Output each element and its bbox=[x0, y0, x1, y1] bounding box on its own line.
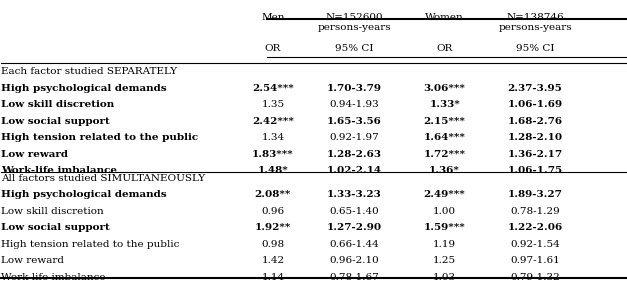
Text: N=138746
persons-years: N=138746 persons-years bbox=[498, 13, 572, 32]
Text: 1.03: 1.03 bbox=[433, 273, 456, 282]
Text: 1.19: 1.19 bbox=[433, 240, 456, 249]
Text: 0.98: 0.98 bbox=[261, 240, 285, 249]
Text: 1.28-2.10: 1.28-2.10 bbox=[507, 133, 562, 142]
Text: 1.14: 1.14 bbox=[261, 273, 285, 282]
Text: 2.42***: 2.42*** bbox=[252, 117, 294, 126]
Text: 1.89-3.27: 1.89-3.27 bbox=[508, 190, 562, 199]
Text: 0.97-1.61: 0.97-1.61 bbox=[510, 256, 560, 265]
Text: Men: Men bbox=[261, 13, 285, 22]
Text: 1.70-3.79: 1.70-3.79 bbox=[327, 84, 382, 93]
Text: Work-life imbalance: Work-life imbalance bbox=[1, 166, 117, 175]
Text: 1.48*: 1.48* bbox=[258, 166, 288, 175]
Text: 0.92-1.54: 0.92-1.54 bbox=[510, 240, 560, 249]
Text: 1.22-2.06: 1.22-2.06 bbox=[507, 223, 562, 232]
Text: 0.92-1.97: 0.92-1.97 bbox=[329, 133, 379, 142]
Text: 1.65-3.56: 1.65-3.56 bbox=[327, 117, 381, 126]
Text: 2.49***: 2.49*** bbox=[424, 190, 465, 199]
Text: High tension related to the public: High tension related to the public bbox=[1, 133, 199, 142]
Text: 0.79-1.32: 0.79-1.32 bbox=[510, 273, 560, 282]
Text: 1.59***: 1.59*** bbox=[424, 223, 465, 232]
Text: 1.25: 1.25 bbox=[433, 256, 456, 265]
Text: High psychological demands: High psychological demands bbox=[1, 190, 167, 199]
Text: Work-life imbalance: Work-life imbalance bbox=[1, 273, 106, 282]
Text: Each factor studied SEPARATELY: Each factor studied SEPARATELY bbox=[1, 67, 177, 76]
Text: 95% CI: 95% CI bbox=[335, 44, 373, 53]
Text: Low reward: Low reward bbox=[1, 150, 68, 159]
Text: OR: OR bbox=[436, 44, 453, 53]
Text: 2.37-3.95: 2.37-3.95 bbox=[508, 84, 562, 93]
Text: OR: OR bbox=[265, 44, 281, 53]
Text: 0.94-1.93: 0.94-1.93 bbox=[329, 100, 379, 109]
Text: 1.68-2.76: 1.68-2.76 bbox=[507, 117, 562, 126]
Text: 2.54***: 2.54*** bbox=[252, 84, 294, 93]
Text: 1.27-2.90: 1.27-2.90 bbox=[327, 223, 382, 232]
Text: 3.06***: 3.06*** bbox=[424, 84, 465, 93]
Text: N=152600
persons-years: N=152600 persons-years bbox=[317, 13, 391, 32]
Text: 1.28-2.63: 1.28-2.63 bbox=[327, 150, 382, 159]
Text: 1.36*: 1.36* bbox=[429, 166, 460, 175]
Text: 1.06-1.69: 1.06-1.69 bbox=[507, 100, 562, 109]
Text: Low social support: Low social support bbox=[1, 117, 110, 126]
Text: 0.78-1.67: 0.78-1.67 bbox=[329, 273, 379, 282]
Text: High psychological demands: High psychological demands bbox=[1, 84, 167, 93]
Text: 0.96-2.10: 0.96-2.10 bbox=[329, 256, 379, 265]
Text: Low social support: Low social support bbox=[1, 223, 110, 232]
Text: 0.66-1.44: 0.66-1.44 bbox=[329, 240, 379, 249]
Text: 1.83***: 1.83*** bbox=[252, 150, 294, 159]
Text: Low skill discretion: Low skill discretion bbox=[1, 207, 104, 216]
Text: High tension related to the public: High tension related to the public bbox=[1, 240, 180, 249]
Text: 0.96: 0.96 bbox=[261, 207, 285, 216]
Text: 1.92**: 1.92** bbox=[255, 223, 291, 232]
Text: 1.06-1.75: 1.06-1.75 bbox=[507, 166, 562, 175]
Text: 1.00: 1.00 bbox=[433, 207, 456, 216]
Text: 0.78-1.29: 0.78-1.29 bbox=[510, 207, 560, 216]
Text: 1.02-2.14: 1.02-2.14 bbox=[327, 166, 382, 175]
Text: 95% CI: 95% CI bbox=[516, 44, 554, 53]
Text: 0.65-1.40: 0.65-1.40 bbox=[329, 207, 379, 216]
Text: 1.64***: 1.64*** bbox=[424, 133, 465, 142]
Text: 1.34: 1.34 bbox=[261, 133, 285, 142]
Text: 1.33-3.23: 1.33-3.23 bbox=[327, 190, 381, 199]
Text: 1.72***: 1.72*** bbox=[424, 150, 466, 159]
Text: 2.15***: 2.15*** bbox=[424, 117, 465, 126]
Text: Low reward: Low reward bbox=[1, 256, 65, 265]
Text: 1.42: 1.42 bbox=[261, 256, 285, 265]
Text: 1.36-2.17: 1.36-2.17 bbox=[507, 150, 562, 159]
Text: Women: Women bbox=[425, 13, 464, 22]
Text: 1.33*: 1.33* bbox=[429, 100, 460, 109]
Text: 1.35: 1.35 bbox=[261, 100, 285, 109]
Text: All factors studied SIMULTANEOUSLY: All factors studied SIMULTANEOUSLY bbox=[1, 174, 206, 183]
Text: 2.08**: 2.08** bbox=[255, 190, 291, 199]
Text: Low skill discretion: Low skill discretion bbox=[1, 100, 115, 109]
